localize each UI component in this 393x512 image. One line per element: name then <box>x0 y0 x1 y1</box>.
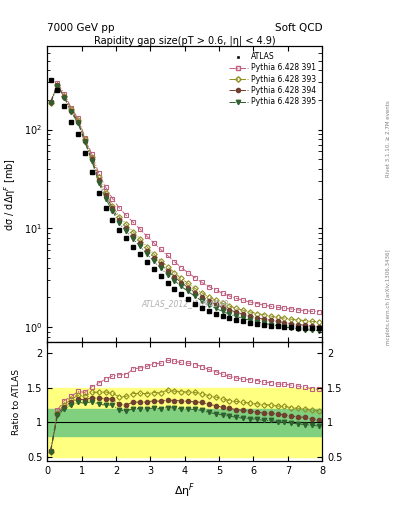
Bar <box>47 409 322 436</box>
Bar <box>47 388 322 457</box>
Legend: ATLAS, Pythia 6.428 391, Pythia 6.428 393, Pythia 6.428 394, Pythia 6.428 395: ATLAS, Pythia 6.428 391, Pythia 6.428 39… <box>227 50 318 109</box>
Text: Rivet 3.1.10, ≥ 2.7M events: Rivet 3.1.10, ≥ 2.7M events <box>386 100 391 177</box>
Text: mcplots.cern.ch [arXiv:1306.3436]: mcplots.cern.ch [arXiv:1306.3436] <box>386 249 391 345</box>
Y-axis label: Ratio to ATLAS: Ratio to ATLAS <box>12 369 21 435</box>
Title: Rapidity gap size(pT > 0.6, |η| < 4.9): Rapidity gap size(pT > 0.6, |η| < 4.9) <box>94 35 275 46</box>
X-axis label: Δη$^F$: Δη$^F$ <box>174 481 195 500</box>
Text: Soft QCD: Soft QCD <box>275 23 322 33</box>
Y-axis label: dσ / dΔη$^F$ [mb]: dσ / dΔη$^F$ [mb] <box>2 158 18 230</box>
Text: ATLAS_2012_I1094540: ATLAS_2012_I1094540 <box>141 300 228 308</box>
Text: 7000 GeV pp: 7000 GeV pp <box>47 23 115 33</box>
